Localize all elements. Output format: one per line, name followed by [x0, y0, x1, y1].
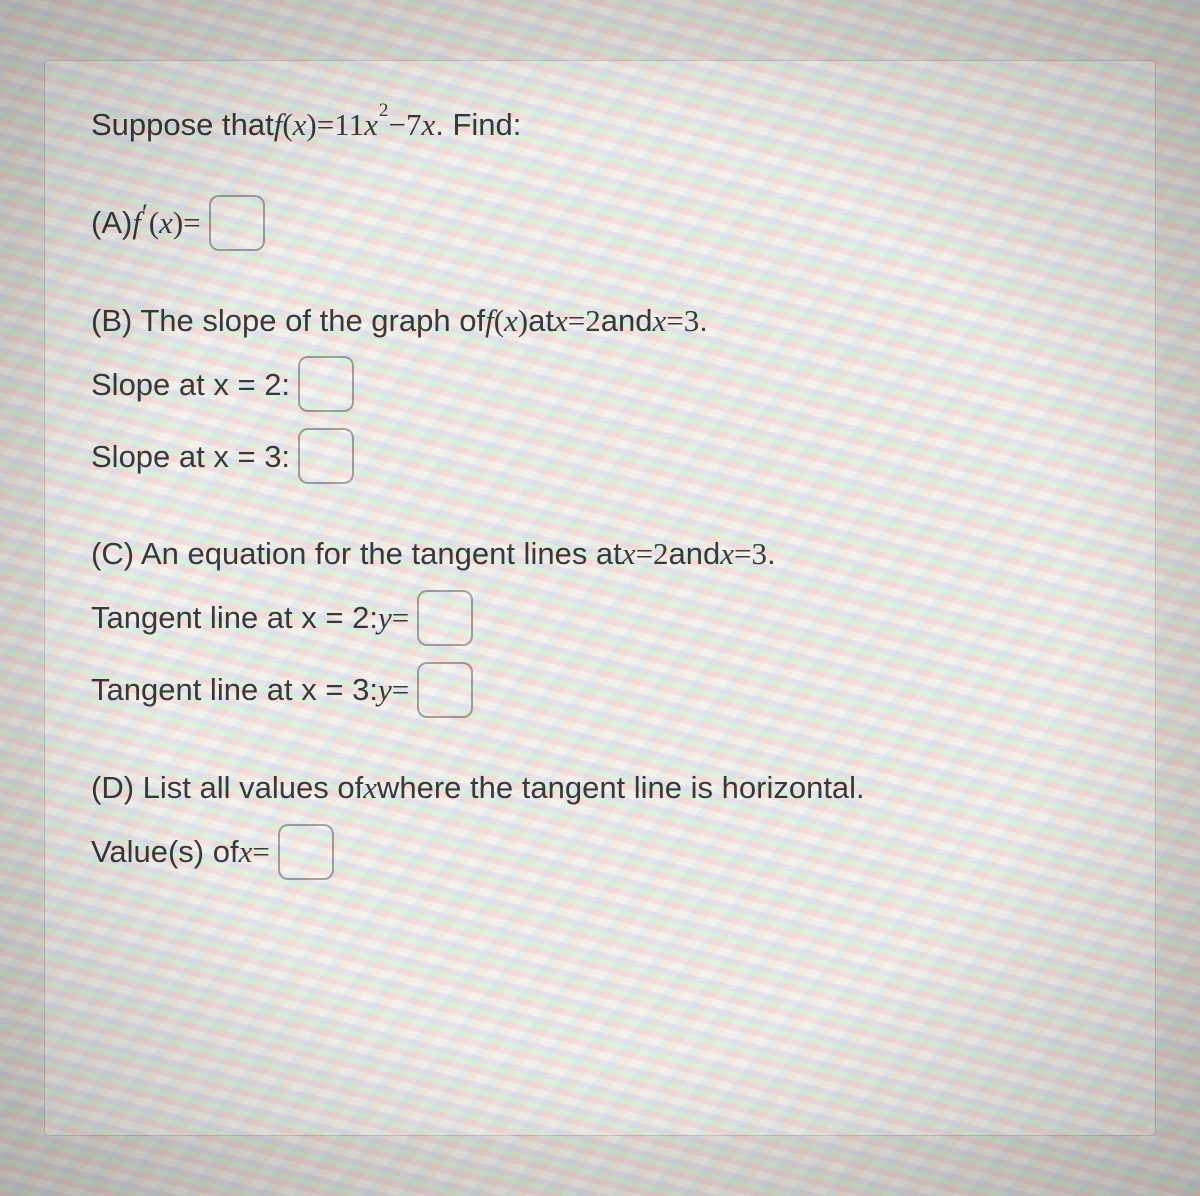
c-xv2: x	[720, 534, 734, 574]
c-period: .	[767, 534, 776, 574]
b-slope3-label: Slope at x = 3:	[91, 437, 290, 477]
b-and: and	[601, 301, 653, 341]
b-pre: (B) The slope of the graph of	[91, 301, 485, 341]
d-post: where the tangent line is horizontal.	[377, 768, 865, 808]
b-v2: 3	[684, 301, 700, 341]
intro-suffix: . Find:	[435, 105, 521, 145]
a-answer-input[interactable]	[209, 195, 265, 251]
b-slope2-line: Slope at x = 2:	[91, 356, 1115, 412]
part-d: (D) List all values of x where the tange…	[91, 768, 1115, 880]
intro-f: f	[274, 105, 283, 145]
c-t2-y: y	[378, 598, 392, 638]
b-heading: (B) The slope of the graph of f ( x ) at…	[91, 301, 1115, 341]
d-val-pre: Value(s) of	[91, 832, 239, 872]
b-eq2: =	[666, 301, 683, 341]
c-xv: x	[622, 534, 636, 574]
b-slope3-line: Slope at x = 3:	[91, 428, 1115, 484]
a-po: (	[149, 203, 159, 243]
b-v1: 2	[585, 301, 601, 341]
part-a: (A) f ′ ( x ) =	[91, 195, 1115, 251]
d-val-x: x	[239, 832, 253, 872]
part-b: (B) The slope of the graph of f ( x ) at…	[91, 301, 1115, 485]
intro-line: Suppose that f ( x ) = 11 x 2 − 7 x . Fi…	[91, 105, 1115, 145]
b-f: f	[485, 301, 494, 341]
c-t2-input[interactable]	[417, 590, 473, 646]
a-eq: =	[183, 203, 200, 243]
d-val-input[interactable]	[278, 824, 334, 880]
b-xv2: x	[652, 301, 666, 341]
part-c: (C) An equation for the tangent lines at…	[91, 534, 1115, 718]
c-t3-eq: =	[392, 670, 409, 710]
c-t2-pre: Tangent line at x = 2:	[91, 598, 378, 638]
intro-x: x	[293, 105, 307, 145]
d-pre: (D) List all values of	[91, 768, 363, 808]
intro-block: Suppose that f ( x ) = 11 x 2 − 7 x . Fi…	[91, 105, 1115, 145]
b-pc: )	[518, 301, 528, 341]
c-pre: (C) An equation for the tangent lines at	[91, 534, 622, 574]
intro-exp: 2	[379, 99, 389, 124]
c-t2-line: Tangent line at x = 2: y =	[91, 590, 1115, 646]
a-x: x	[159, 203, 173, 243]
a-pc: )	[173, 203, 183, 243]
c-t2-eq: =	[392, 598, 409, 638]
b-at: at	[528, 301, 554, 341]
d-heading: (D) List all values of x where the tange…	[91, 768, 1115, 808]
intro-prefix: Suppose that	[91, 105, 274, 145]
intro-c1: 11	[334, 105, 364, 145]
c-t3-y: y	[378, 670, 392, 710]
b-eq1: =	[568, 301, 585, 341]
d-val-line: Value(s) of x =	[91, 824, 1115, 880]
d-x: x	[363, 768, 377, 808]
c-eq1: =	[636, 534, 653, 574]
intro-po: (	[282, 105, 292, 145]
c-t3-pre: Tangent line at x = 3:	[91, 670, 378, 710]
c-v1: 2	[653, 534, 669, 574]
b-x: x	[504, 301, 518, 341]
a-f: f	[132, 203, 141, 243]
b-po: (	[494, 301, 504, 341]
intro-pc: )	[306, 105, 316, 145]
b-slope2-input[interactable]	[298, 356, 354, 412]
b-period: .	[699, 301, 708, 341]
c-t3-line: Tangent line at x = 3: y =	[91, 662, 1115, 718]
d-val-eq: =	[252, 832, 269, 872]
intro-eq: =	[317, 105, 334, 145]
c-heading: (C) An equation for the tangent lines at…	[91, 534, 1115, 574]
a-prime: ′	[142, 197, 148, 231]
b-slope3-input[interactable]	[298, 428, 354, 484]
question-card: Suppose that f ( x ) = 11 x 2 − 7 x . Fi…	[44, 60, 1156, 1136]
intro-minus: −	[388, 105, 405, 145]
intro-x1: x	[364, 105, 378, 145]
intro-x2: x	[421, 105, 435, 145]
c-v2: 3	[752, 534, 768, 574]
c-t3-input[interactable]	[417, 662, 473, 718]
b-slope2-label: Slope at x = 2:	[91, 365, 290, 405]
b-xv: x	[554, 301, 568, 341]
intro-c2: 7	[406, 105, 422, 145]
a-label: (A)	[91, 203, 132, 243]
c-and: and	[669, 534, 721, 574]
part-a-line: (A) f ′ ( x ) =	[91, 195, 1115, 251]
c-eq2: =	[734, 534, 751, 574]
